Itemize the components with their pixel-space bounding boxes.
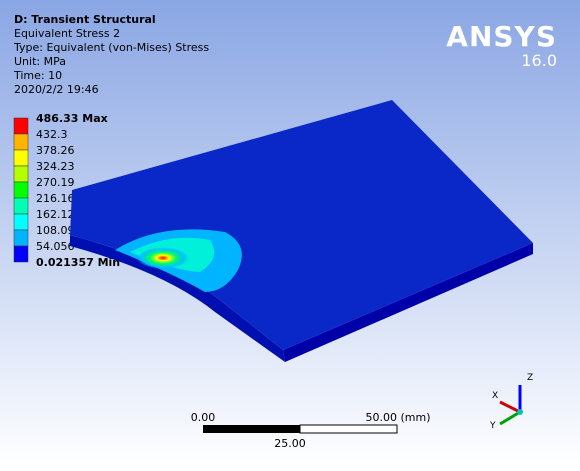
header-line: 2020/2/2 19:46 [14,83,99,96]
scale-label: 25.00 [274,437,306,450]
plate-front [70,235,285,362]
scale-label: 50.00 (mm) [365,411,430,424]
legend-band [13,181,29,199]
header-line: Time: 10 [13,69,62,82]
header-line: Type: Equivalent (von-Mises) Stress [13,41,209,54]
legend-band [13,149,29,167]
header-title: D: Transient Structural [14,13,156,26]
legend-label: 0.021357 Min [36,256,120,269]
triad-axis [499,410,521,426]
legend-band [13,213,29,231]
legend-label: 162.12 [36,208,75,221]
plate-top [70,100,533,350]
legend-label: 108.09 [36,224,75,237]
legend-band [13,117,29,135]
legend-label: 324.23 [36,160,75,173]
legend-band [13,229,29,247]
logo-version: 16.0 [521,51,557,70]
scale-segment [299,424,398,434]
legend-band [13,197,29,215]
triad-axis [499,400,521,414]
stress-peak [137,247,189,269]
legend-label: 378.26 [36,144,75,157]
logo: ANSYS [446,20,557,53]
legend-band [13,245,29,263]
triad-origin [517,409,523,415]
legend-label: 270.19 [36,176,75,189]
scale-bar: 0.00 50.00 (mm) 25.00 [191,411,431,450]
legend-band [13,133,29,151]
scale-segment [203,425,300,433]
triad-label: Z [527,373,533,383]
triad: Z X Y [489,373,533,431]
legend: 486.33 Max 432.3 378.26 324.23 270.19 216.16 1… [13,112,120,269]
legend-label: 54.056 [36,240,75,253]
triad-label: X [492,391,498,401]
model [70,100,533,362]
triad-label: Y [489,421,496,431]
plate-side [283,243,533,362]
scale-label: 0.00 [191,411,216,424]
legend-label: 486.33 Max [36,112,108,125]
header-line: Unit: MPa [14,55,66,68]
legend-label: 216.16 [36,192,75,205]
legend-band [13,165,29,183]
header-line: Equivalent Stress 2 [14,27,120,40]
header: D: Transient Structural Equivalent Stres… [13,13,209,96]
legend-label: 432.3 [36,128,68,141]
